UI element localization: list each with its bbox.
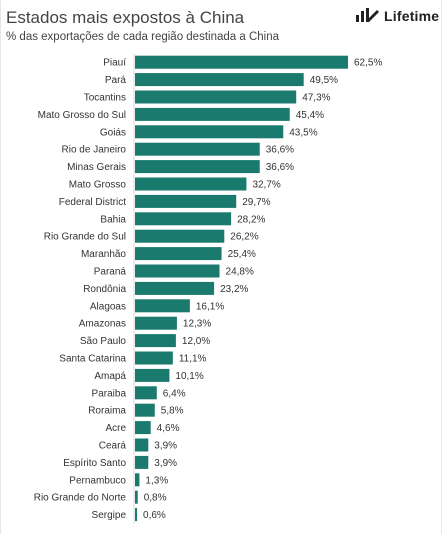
value-label-roraima: 5,8% xyxy=(161,406,184,417)
bar-santa-catarina xyxy=(135,351,173,365)
bar-minas-gerais xyxy=(135,160,260,174)
chart-title: Estados mais expostos à China xyxy=(6,8,245,27)
bar-espirito-santo xyxy=(135,455,149,469)
value-label-tocantins: 47,3% xyxy=(302,93,330,104)
category-label-minas-gerais: Minas Gerais xyxy=(67,162,126,173)
value-label-sao-paulo: 12,0% xyxy=(182,336,210,347)
category-label-mato-grosso-do-sul: Mato Grosso do Sul xyxy=(38,110,126,121)
value-label-maranhao: 25,4% xyxy=(228,249,256,260)
category-label-tocantins: Tocantins xyxy=(84,93,126,104)
bar-mato-grosso xyxy=(135,177,247,191)
bar-mato-grosso-do-sul xyxy=(135,107,290,121)
bar-paraiba xyxy=(135,386,157,400)
value-label-mato-grosso-do-sul: 45,4% xyxy=(296,110,324,121)
bar-ceara xyxy=(135,438,149,452)
value-label-santa-catarina: 11,1% xyxy=(179,354,207,365)
value-label-rio-grande-do-sul: 26,2% xyxy=(230,232,258,243)
value-label-rondonia: 23,2% xyxy=(220,284,248,295)
bar-piaui xyxy=(135,55,348,69)
bar-amazonas xyxy=(135,316,177,330)
category-label-federal-district: Federal District xyxy=(59,197,126,208)
category-label-rondonia: Rondônia xyxy=(83,284,126,295)
bar-sao-paulo xyxy=(135,334,176,348)
value-label-rio-de-janeiro: 36,6% xyxy=(266,145,294,156)
category-label-rio-de-janeiro: Rio de Janeiro xyxy=(62,145,127,156)
bar-para xyxy=(135,73,304,87)
value-label-rio-grande-do-norte: 0,8% xyxy=(144,493,167,504)
category-label-mato-grosso: Mato Grosso xyxy=(69,180,127,191)
value-label-amapa: 10,1% xyxy=(175,371,203,382)
category-label-paraiba: Paraiba xyxy=(92,388,127,399)
category-label-amazonas: Amazonas xyxy=(79,319,126,330)
bar-bahia xyxy=(135,212,232,226)
value-label-federal-district: 29,7% xyxy=(242,197,270,208)
category-label-ceara: Ceará xyxy=(99,441,127,452)
value-label-alagoas: 16,1% xyxy=(196,301,224,312)
category-label-espirito-santo: Espírito Santo xyxy=(63,458,126,469)
value-label-paraiba: 6,4% xyxy=(163,388,186,399)
category-label-santa-catarina: Santa Catarina xyxy=(59,354,126,365)
value-label-piaui: 62,5% xyxy=(354,58,382,69)
value-label-pernambuco: 1,3% xyxy=(145,475,168,486)
bar-federal-district xyxy=(135,194,237,208)
logo-text: Lifetime xyxy=(384,8,440,24)
left-border-line xyxy=(0,0,1,534)
category-label-maranhao: Maranhão xyxy=(81,249,126,260)
bar-acre xyxy=(135,421,151,435)
category-label-parana: Paraná xyxy=(94,267,127,278)
category-label-bahia: Bahia xyxy=(100,214,126,225)
value-label-espirito-santo: 3,9% xyxy=(154,458,177,469)
value-label-minas-gerais: 36,6% xyxy=(266,162,294,173)
value-label-sergipe: 0,6% xyxy=(143,510,166,521)
bar-tocantins xyxy=(135,90,297,104)
category-label-pernambuco: Pernambuco xyxy=(69,475,126,486)
bar-goias xyxy=(135,125,284,139)
value-label-ceara: 3,9% xyxy=(154,441,177,452)
category-label-goias: Goiás xyxy=(100,127,126,138)
value-label-amazonas: 12,3% xyxy=(183,319,211,330)
bar-alagoas xyxy=(135,299,190,313)
category-label-piaui: Piauí xyxy=(103,58,126,69)
bar-maranhao xyxy=(135,247,222,261)
bar-pernambuco xyxy=(135,473,140,487)
value-label-goias: 43,5% xyxy=(289,127,317,138)
value-label-para: 49,5% xyxy=(310,75,338,86)
bar-rondonia xyxy=(135,281,215,295)
chart-subtitle: % das exportações de cada região destina… xyxy=(6,31,279,43)
bar-rio-de-janeiro xyxy=(135,142,260,156)
category-label-rio-grande-do-sul: Rio Grande do Sul xyxy=(44,232,126,243)
right-border-line xyxy=(441,0,442,534)
category-label-para: Pará xyxy=(105,75,127,86)
value-label-bahia: 28,2% xyxy=(237,214,265,225)
value-label-mato-grosso: 32,7% xyxy=(252,180,280,191)
category-label-sergipe: Sergipe xyxy=(92,510,127,521)
bar-amapa xyxy=(135,368,170,382)
category-label-alagoas: Alagoas xyxy=(90,301,126,312)
category-label-sao-paulo: São Paulo xyxy=(80,336,127,347)
bar-parana xyxy=(135,264,220,278)
bar-rio-grande-do-sul xyxy=(135,229,225,243)
value-label-parana: 24,8% xyxy=(226,267,254,278)
lifetime-logo-icon xyxy=(355,5,381,28)
category-label-roraima: Roraima xyxy=(88,406,126,417)
bar-sergipe xyxy=(135,508,138,522)
category-label-rio-grande-do-norte: Rio Grande do Norte xyxy=(34,493,127,504)
value-label-acre: 4,6% xyxy=(157,423,180,434)
bar-rio-grande-do-norte xyxy=(135,490,138,504)
category-label-amapa: Amapá xyxy=(94,371,126,382)
lifetime-logo: Lifetime xyxy=(355,7,439,25)
bar-roraima xyxy=(135,403,155,417)
category-label-acre: Acre xyxy=(105,423,126,434)
